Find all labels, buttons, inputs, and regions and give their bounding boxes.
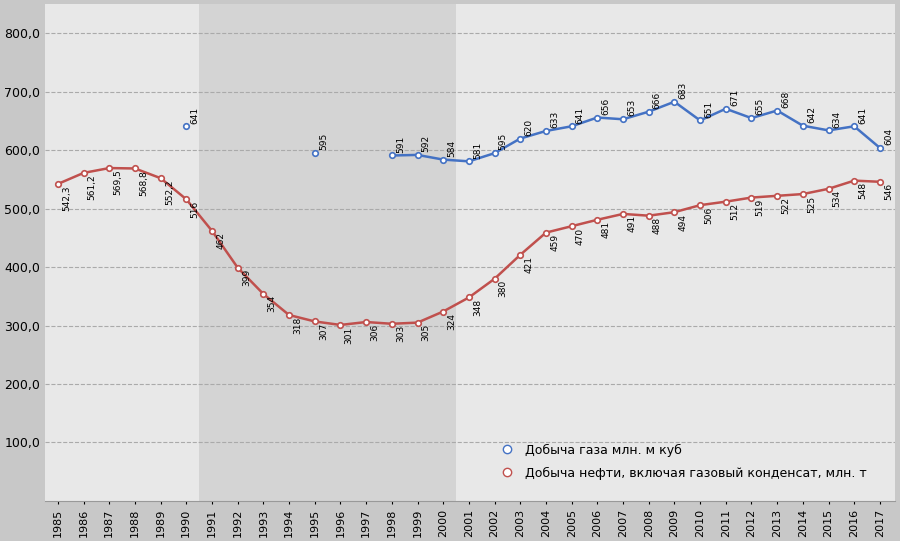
Text: 534: 534 <box>832 190 842 207</box>
Text: 525: 525 <box>807 195 816 213</box>
Bar <box>45 4 199 501</box>
Text: 595: 595 <box>499 133 508 150</box>
Text: 641: 641 <box>576 107 585 123</box>
Text: 491: 491 <box>627 215 636 233</box>
Text: 301: 301 <box>345 326 354 344</box>
Text: 620: 620 <box>525 118 534 136</box>
Text: 306: 306 <box>370 324 379 341</box>
Text: 671: 671 <box>730 89 739 106</box>
Text: 462: 462 <box>216 232 225 249</box>
Text: 512: 512 <box>730 203 739 220</box>
Text: 651: 651 <box>704 101 713 117</box>
Text: 421: 421 <box>525 256 534 273</box>
Text: 653: 653 <box>627 99 636 116</box>
Text: 380: 380 <box>499 280 508 298</box>
Text: 488: 488 <box>652 217 662 234</box>
Text: 569,5: 569,5 <box>113 169 122 195</box>
Text: 516: 516 <box>191 201 200 218</box>
Text: 546: 546 <box>884 183 893 200</box>
Legend: Добыча газа млн. м куб, Добыча нефти, включая газовый конденсат, млн. т: Добыча газа млн. м куб, Добыча нефти, вк… <box>489 438 872 485</box>
Text: 348: 348 <box>473 299 482 316</box>
Bar <box>199 4 456 501</box>
Text: 354: 354 <box>267 295 276 313</box>
Text: 591: 591 <box>396 135 405 153</box>
Text: 592: 592 <box>422 135 431 152</box>
Text: 305: 305 <box>422 324 431 341</box>
Text: 561,2: 561,2 <box>87 174 96 200</box>
Text: 656: 656 <box>601 97 610 115</box>
Text: 318: 318 <box>293 316 302 334</box>
Text: 481: 481 <box>601 221 610 238</box>
Text: 519: 519 <box>756 199 765 216</box>
Text: 666: 666 <box>652 91 662 109</box>
Text: 303: 303 <box>396 325 405 342</box>
Text: 459: 459 <box>550 234 559 251</box>
Text: 595: 595 <box>319 133 328 150</box>
Text: 641: 641 <box>191 107 200 123</box>
Text: 634: 634 <box>832 110 842 128</box>
Text: 642: 642 <box>807 106 816 123</box>
Text: 683: 683 <box>679 82 688 99</box>
Text: 494: 494 <box>679 214 688 230</box>
Text: 470: 470 <box>576 228 585 245</box>
Bar <box>456 4 896 501</box>
Text: 399: 399 <box>242 269 251 286</box>
Text: 542,3: 542,3 <box>62 186 71 211</box>
Text: 581: 581 <box>473 141 482 159</box>
Text: 552,2: 552,2 <box>165 180 174 205</box>
Text: 506: 506 <box>704 207 713 224</box>
Text: 641: 641 <box>859 107 868 123</box>
Text: 633: 633 <box>550 111 559 128</box>
Text: 668: 668 <box>781 90 790 108</box>
Text: 324: 324 <box>447 313 456 330</box>
Text: 604: 604 <box>884 128 893 145</box>
Text: 307: 307 <box>319 323 328 340</box>
Text: 655: 655 <box>756 98 765 115</box>
Text: 522: 522 <box>781 197 790 214</box>
Text: 568,8: 568,8 <box>140 170 148 196</box>
Text: 548: 548 <box>859 182 868 199</box>
Text: 584: 584 <box>447 140 456 157</box>
